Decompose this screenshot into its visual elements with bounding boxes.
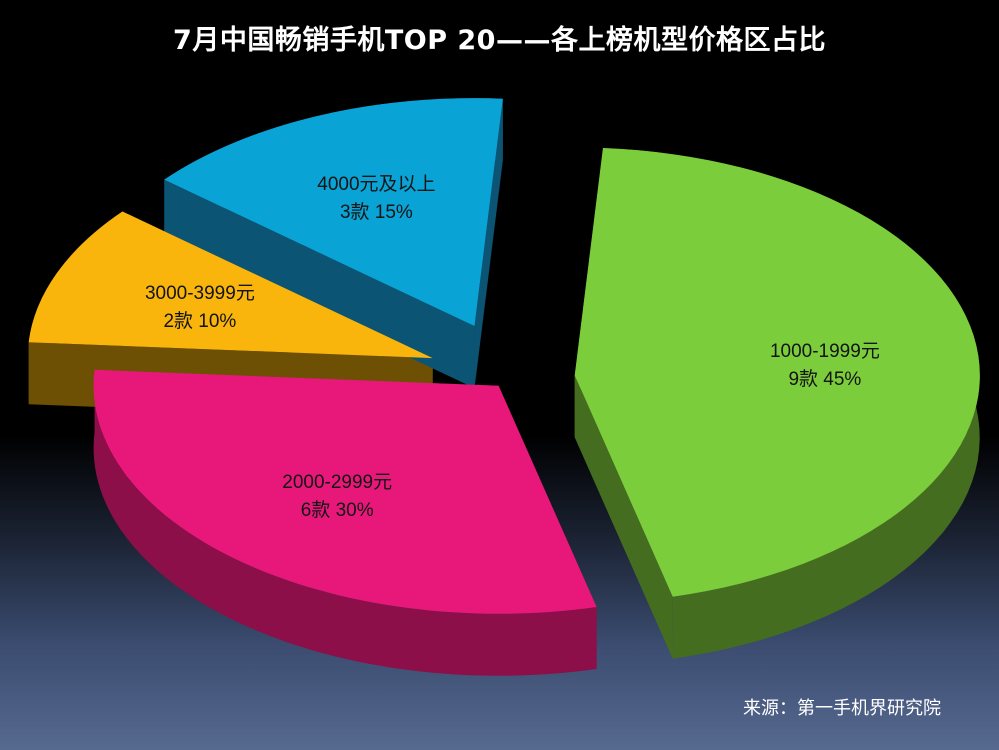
slice-2 (93, 369, 597, 614)
slice-value-label: 3款 15% (340, 201, 413, 223)
slice-wall-4-1 (164, 179, 475, 389)
slice-category-label: 1000-1999元 (770, 341, 880, 362)
chart-source: 来源：第一手机界研究院 (743, 698, 941, 719)
slice-labels: 1000-1999元 9款 45% 2000-2999元 6款 30% 3000-399… (145, 173, 880, 521)
slice-value-label: 2款 10% (163, 310, 236, 332)
slice-value-label: 6款 30% (301, 499, 374, 521)
slice-3 (28, 211, 433, 359)
slice-category-label: 4000元及以上 (317, 173, 435, 195)
slice-category-label: 3000-3999元 (145, 283, 255, 304)
slice-category-label: 2000-2999元 (282, 472, 392, 493)
slice-tops (28, 98, 980, 614)
chart-title: 7月中国畅销手机TOP 20——各上榜机型价格区占比 (173, 25, 826, 56)
slice-wall-4-2 (474, 98, 503, 389)
slice-side-2 (93, 369, 597, 676)
slice-1 (574, 148, 980, 597)
slice-wall-1-2 (574, 375, 673, 659)
slice-4 (164, 98, 503, 327)
slice-value-label: 9款 45% (788, 368, 861, 390)
